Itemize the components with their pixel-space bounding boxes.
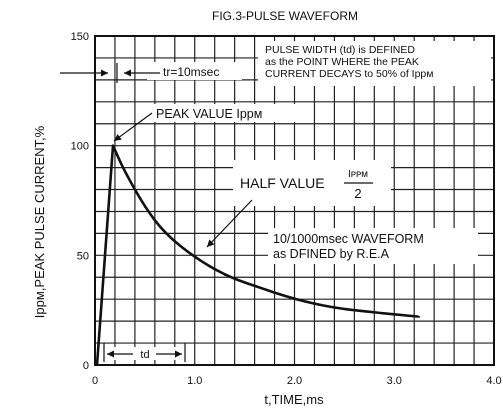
data-point	[164, 232, 166, 235]
pulse-width-note-bg	[258, 41, 491, 86]
data-point	[96, 364, 98, 366]
td-arrowhead-right	[175, 350, 182, 358]
pulse-width-note-line: PULSE WIDTH (td) is DEFINED	[265, 44, 415, 56]
data-point	[124, 171, 126, 173]
data-point	[144, 206, 146, 208]
rise-time-arrowhead-right	[124, 69, 131, 77]
waveform-note-bg	[268, 228, 478, 264]
half-value-arrowhead	[207, 239, 215, 247]
axes	[94, 35, 495, 366]
peak-value-arrowhead	[114, 134, 122, 141]
rise-time-label: tr=10msec	[163, 65, 219, 79]
y-axis-label: Ippᴍ,PEAK PULSE CURRENT,%	[32, 125, 47, 318]
peak-value-label: PEAK VALUE Ippᴍ	[156, 107, 262, 121]
data-point	[223, 274, 226, 276]
x-tick-label: 0	[92, 375, 98, 387]
waveform-note-line: as DFINED by R.E.A	[273, 247, 390, 261]
tick-labels: 0 1.0 2.0 3.0 4.0 0 50 100 150	[71, 31, 502, 387]
half-value-denominator: 2	[354, 186, 361, 201]
y-tick-label: 150	[71, 31, 89, 43]
series-group	[95, 144, 421, 366]
td-bg	[108, 347, 186, 360]
data-point	[193, 256, 196, 259]
x-tick-label: 4.0	[486, 375, 501, 387]
rise-time-arrowhead-left	[101, 69, 108, 77]
half-value-numerator: Iᴘᴘᴍ	[348, 169, 368, 180]
y-tick-label: 50	[77, 250, 89, 262]
data-point	[293, 298, 296, 301]
data-point	[333, 307, 336, 309]
data-point	[373, 311, 376, 314]
half-value-arrow	[206, 199, 253, 248]
x-axis-label: t,TIME,ms	[264, 392, 324, 407]
x-tick-label: 2.0	[287, 375, 302, 387]
data-point	[418, 315, 420, 318]
rise-time-bg	[147, 62, 242, 80]
chart-title: FIG.3-PULSE WAVEFORM	[212, 9, 358, 23]
peak-value-bg	[150, 104, 300, 122]
half-value-label: HALF VALUE	[240, 175, 325, 191]
y-tick-label: 100	[71, 141, 89, 153]
x-tick-label: 3.0	[387, 375, 402, 387]
data-point	[253, 285, 256, 287]
pulse-width-note-line: as the POINT WHERE the PEAK	[265, 56, 419, 68]
td-arrowhead-left	[107, 350, 114, 358]
td-label: td	[140, 349, 149, 361]
peak-value-arrow	[113, 112, 153, 142]
waveform-note-line: 10/1000msec WAVEFORM	[273, 232, 424, 246]
pulse-width-note-line: CURRENT DECAYS to 50% of Ippᴍ	[265, 68, 433, 80]
data-point	[112, 144, 114, 147]
x-tick-label: 1.0	[187, 375, 202, 387]
y-tick-label: 0	[83, 360, 89, 372]
waveform-line	[95, 144, 421, 366]
plot-frame	[94, 35, 495, 366]
